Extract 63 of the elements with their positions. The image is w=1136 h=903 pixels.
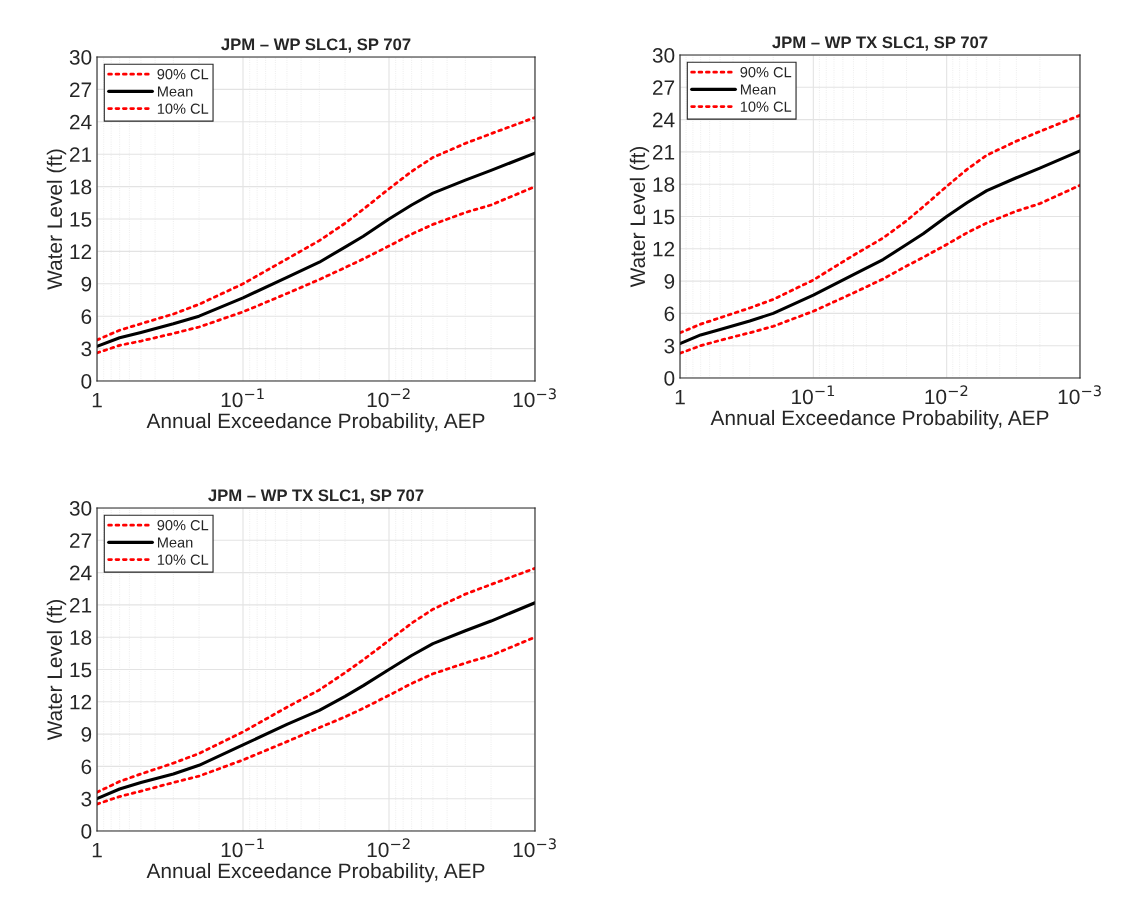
y-tick-label: 12 [653, 241, 675, 257]
y-axis-title: Water Level (ft) [46, 149, 67, 290]
y-tick-label: 18 [653, 177, 675, 192]
chart-title: JPM – WP TX SLC1, SP 707 [772, 36, 988, 51]
y-tick-label: 9 [81, 276, 92, 292]
x-axis-title: Annual Exceedance Probability, AEP [146, 862, 485, 883]
y-axis-title: Water Level (ft) [46, 599, 67, 741]
y-tick-label: 3 [81, 341, 92, 357]
x-tick-label: 10$^{−3}$ [513, 388, 556, 408]
y-tick-label: 9 [81, 727, 92, 742]
y-tick-label: 6 [664, 306, 675, 322]
x-tick-label: 10$^{−1}$ [221, 838, 264, 858]
y-tick-label: 15 [70, 212, 92, 227]
x-tick-label: 10$^{−3}$ [1058, 385, 1101, 405]
x-tick-label: 10$^{−1}$ [792, 385, 835, 405]
y-tick-label: 15 [653, 209, 675, 225]
y-tick-label: 24 [70, 565, 92, 581]
y-tick-label: 30 [69, 50, 92, 65]
legend-label: 10% CL [740, 101, 792, 112]
x-tick-label: 1 [92, 842, 102, 858]
x-tick-label: 1 [92, 392, 102, 408]
y-tick-label: 15 [70, 662, 92, 678]
y-tick-label: 3 [664, 338, 675, 354]
y-tick-label: 3 [81, 791, 92, 807]
y-tick-label: 21 [70, 597, 92, 613]
y-tick-label: 24 [70, 114, 92, 130]
legend-label: Mean [740, 84, 776, 95]
y-tick-label: 24 [653, 112, 675, 128]
y-tick-label: 0 [81, 824, 92, 839]
y-tick-label: 0 [664, 371, 675, 386]
chart-title: JPM – WP TX SLC1, SP 707 [208, 489, 424, 504]
legend-label: 90% CL [740, 67, 792, 78]
y-tick-label: 12 [70, 694, 92, 710]
x-tick-label: 10$^{−1}$ [221, 388, 264, 408]
y-tick-label: 0 [81, 374, 92, 389]
y-tick-label: 18 [70, 179, 92, 195]
legend-label: 10% CL [157, 554, 209, 565]
x-tick-label: 1 [675, 389, 685, 405]
x-axis-title: Annual Exceedance Probability, AEP [146, 412, 485, 433]
y-tick-label: 12 [70, 244, 92, 259]
y-tick-label: 27 [653, 80, 675, 95]
y-tick-label: 27 [70, 533, 92, 548]
x-tick-label: 10$^{−2}$ [367, 388, 410, 408]
chart-title: JPM – WP SLC1, SP 707 [221, 38, 411, 53]
y-tick-label: 27 [70, 82, 92, 97]
y-axis-title: Water Level (ft) [629, 146, 650, 288]
x-tick-label: 10$^{−3}$ [513, 838, 556, 858]
y-tick-label: 21 [70, 147, 92, 162]
legend-label: 10% CL [157, 103, 209, 114]
x-tick-label: 10$^{−2}$ [925, 385, 968, 405]
legend-label: 90% CL [157, 69, 209, 80]
y-tick-label: 30 [652, 48, 675, 63]
y-tick-label: 21 [653, 144, 675, 160]
y-tick-label: 6 [81, 759, 92, 775]
y-tick-label: 30 [69, 501, 92, 516]
legend-label: 90% CL [157, 520, 209, 531]
x-axis-title: Annual Exceedance Probability, AEP [710, 409, 1049, 430]
y-tick-label: 6 [81, 309, 92, 324]
y-tick-label: 18 [70, 630, 92, 645]
legend-label: Mean [157, 86, 193, 97]
x-tick-label: 10$^{−2}$ [367, 838, 410, 858]
legend-label: Mean [157, 537, 193, 548]
y-tick-label: 9 [664, 274, 675, 289]
